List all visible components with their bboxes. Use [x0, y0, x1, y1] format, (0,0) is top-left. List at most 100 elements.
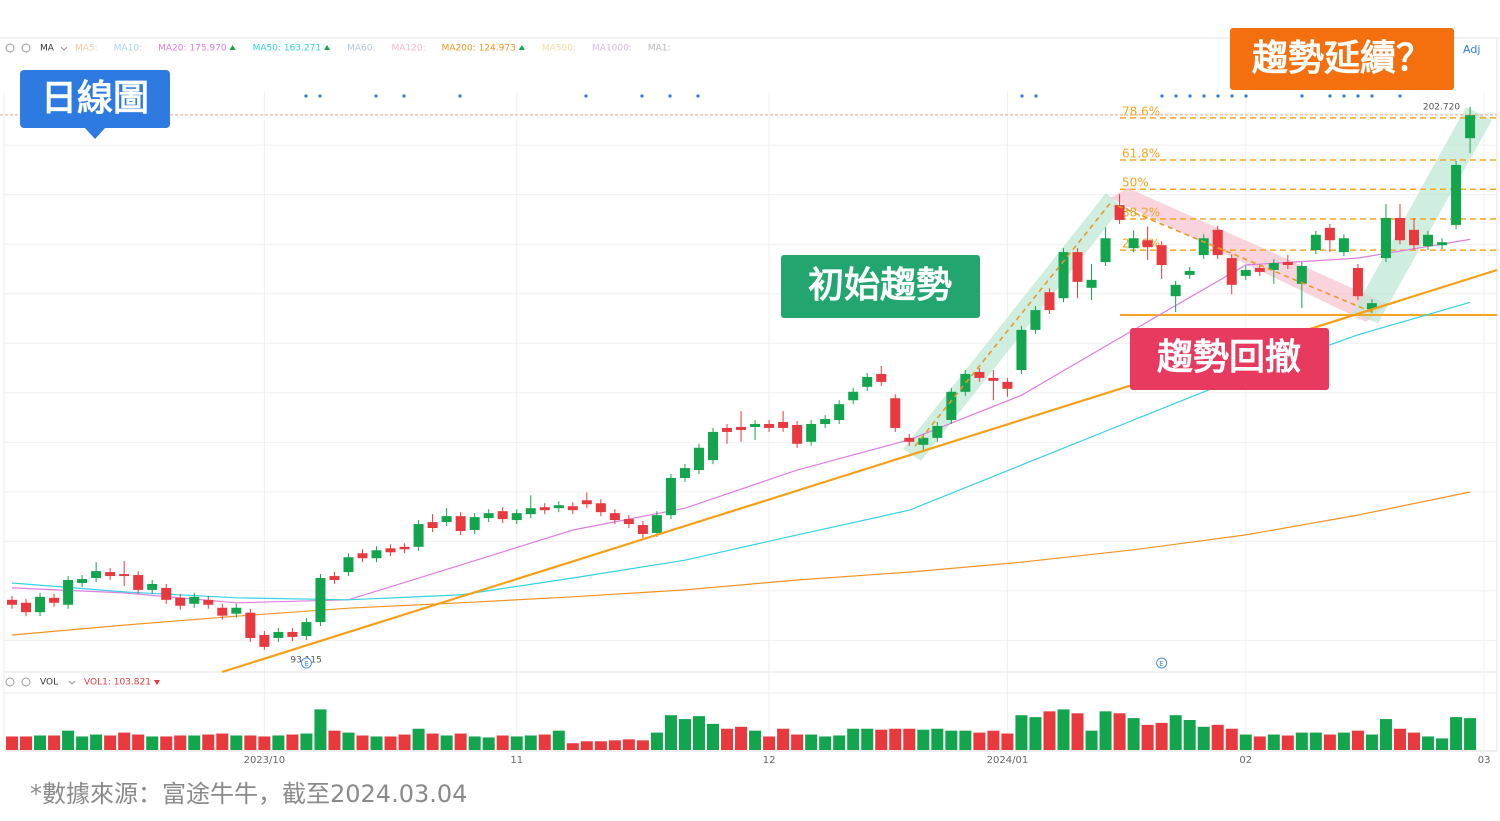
volume-bar: [62, 730, 75, 750]
volume-bar: [1113, 713, 1126, 750]
volume-bar: [1197, 726, 1210, 750]
candle-body: [511, 513, 522, 521]
candle-body: [301, 622, 312, 636]
event-dot: [1244, 94, 1248, 98]
legend-item: MA5:: [75, 44, 98, 54]
event-dot: [304, 94, 308, 98]
volume-bar: [1099, 711, 1112, 750]
candle-body: [91, 571, 102, 579]
candle-body: [806, 423, 817, 442]
candle-body: [1086, 279, 1097, 288]
volume-bar: [48, 735, 61, 750]
candle-body: [904, 437, 915, 442]
candle-body: [259, 634, 270, 647]
annotation-text: 初始趨勢: [808, 265, 952, 306]
candle-body: [245, 612, 256, 638]
event-dot: [1342, 94, 1346, 98]
candle-body: [315, 578, 326, 623]
volume-bar: [987, 730, 1000, 750]
volume-bar: [1043, 711, 1056, 750]
label-box: [781, 255, 980, 318]
volume-bar: [216, 733, 229, 750]
annotation-text: 日線圖: [41, 78, 149, 119]
indicator-name: VOL: [40, 678, 58, 688]
x-tick-label: 2024/01: [987, 755, 1029, 766]
event-dot: [1174, 94, 1178, 98]
candle-body: [708, 431, 718, 461]
volume-bar: [1169, 715, 1182, 750]
volume-bar: [118, 732, 131, 750]
trend-dash: [914, 200, 1113, 447]
candle-body: [960, 373, 971, 392]
event-dot: [1356, 94, 1360, 98]
volume-bar: [1029, 717, 1042, 750]
legend-item: MA10:: [114, 44, 142, 54]
candle-body: [287, 632, 298, 637]
volume-bar: [1422, 736, 1435, 750]
volume-bar: [566, 743, 579, 750]
legend-arrow: [518, 45, 525, 50]
settings-icon: [5, 43, 15, 53]
volume-bar: [90, 734, 103, 750]
candle-body: [1114, 205, 1125, 220]
candle-body: [918, 437, 929, 445]
event-dot: [374, 94, 378, 98]
candle-body: [1268, 263, 1279, 270]
volume-bar: [777, 728, 790, 750]
candle-body: [525, 508, 536, 515]
x-tick-label: 03: [1478, 755, 1491, 766]
event-dot: [640, 94, 644, 98]
volume-bar: [650, 732, 663, 750]
volume-bar: [1379, 719, 1392, 750]
candle-body: [1296, 265, 1307, 284]
event-dot: [1202, 94, 1206, 98]
candle-body: [413, 524, 424, 547]
volume-bar: [959, 730, 972, 750]
legend-arrow: [153, 680, 160, 685]
volume-bar: [1057, 709, 1070, 750]
volume-bar: [1015, 715, 1028, 750]
candle-body: [161, 587, 172, 600]
candle-body: [63, 580, 74, 605]
event-dot: [1034, 94, 1038, 98]
candle-body: [1198, 238, 1209, 256]
volume-bar: [692, 716, 705, 750]
legend-item: MA1:: [648, 44, 671, 54]
candle-body: [427, 522, 438, 529]
candle-body: [581, 500, 592, 505]
volume-bar: [1141, 724, 1154, 750]
candle-body: [1072, 252, 1083, 282]
candle-body: [1254, 267, 1265, 272]
candle-body: [469, 517, 480, 530]
fib-label: 61.8%: [1122, 147, 1160, 161]
legend-item: MA60:: [347, 44, 375, 54]
candle-body: [792, 424, 803, 444]
volume-bar: [6, 736, 18, 750]
event-dot: [1370, 94, 1374, 98]
candle-body: [273, 632, 284, 638]
candle-body: [1352, 267, 1363, 297]
event-dot: [696, 94, 700, 98]
candle-body: [1409, 229, 1419, 246]
event-dot: [318, 94, 322, 98]
fib-label: 23.6%: [1122, 237, 1160, 251]
candle-body: [1394, 217, 1405, 241]
volume-bar: [847, 728, 860, 750]
event-dot: [1188, 94, 1192, 98]
label-pointer: [84, 127, 106, 139]
volume-bar: [202, 734, 215, 750]
x-tick-label: 02: [1239, 755, 1252, 766]
fib-label: 50%: [1122, 176, 1149, 190]
candle-body: [1100, 238, 1111, 263]
candle-body: [778, 422, 789, 428]
candle-body: [722, 427, 733, 432]
volume-bar: [510, 736, 523, 750]
volume-bar: [552, 730, 565, 750]
volume-bar: [1253, 736, 1266, 750]
legend-arrow: [229, 45, 236, 50]
volume-bar: [1001, 733, 1014, 750]
dropdown-icon: [68, 680, 76, 685]
event-dot: [668, 94, 672, 98]
candle-body: [1338, 238, 1349, 253]
